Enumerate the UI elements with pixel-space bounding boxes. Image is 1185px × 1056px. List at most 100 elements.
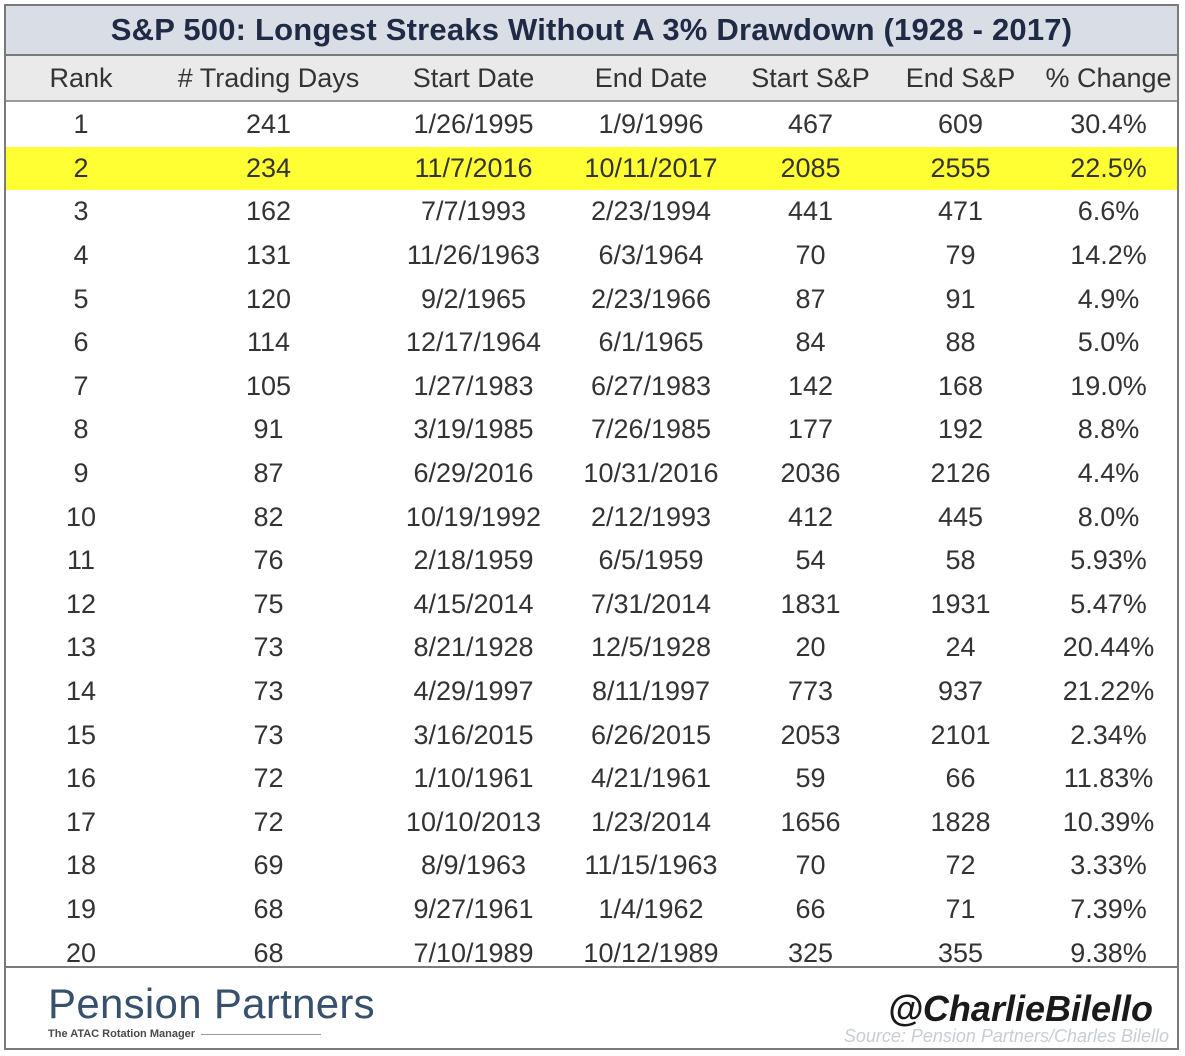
cell-rank-col: 11: [66, 545, 96, 576]
cell-end-date-col: 7/26/1985: [590, 414, 712, 445]
cell-start-sp-col: 467: [787, 109, 834, 140]
cell-end-sp-col: 609: [937, 109, 984, 140]
cell-start-date-col: 4/15/2014: [413, 588, 534, 619]
table-row: 15 73 3/16/2015 6/26/2015 2053 2101 2.34%: [6, 713, 1177, 757]
cell-end-sp-col: 471: [937, 196, 984, 227]
cell-rank-col: 15: [65, 719, 97, 750]
table-title-bar: S&P 500: Longest Streaks Without A 3% Dr…: [6, 6, 1177, 56]
cell-end-date-col: 6/1/1965: [598, 327, 704, 358]
cell-end-sp-col: 58: [945, 545, 976, 576]
cell-end-date-col: 10/12/1989: [583, 937, 719, 968]
cell-rank-col: 5: [73, 283, 89, 314]
cell-end-date-col: 2/23/1966: [590, 283, 712, 314]
cell-start-sp-col: 87: [795, 283, 826, 314]
cell-end-sp-col: 72: [945, 850, 976, 881]
cell-rank-col: 17: [65, 806, 97, 837]
cell-start-date-col: 10/19/1992: [405, 501, 542, 532]
cell-end-date-col: 2/12/1993: [590, 501, 712, 532]
cell-end-date-col: 7/31/2014: [590, 588, 712, 619]
header-start-sp-col: Start S&P: [751, 62, 870, 93]
cell-start-sp-col: 1831: [780, 588, 841, 619]
cell-end-sp-col: 2126: [930, 458, 991, 489]
cell-pct-change-col: 10.39%: [1062, 806, 1155, 837]
cell-pct-change-col: 20.44%: [1062, 632, 1155, 663]
cell-trading-days-col: 76: [253, 545, 284, 576]
table-row: 6 114 12/17/1964 6/1/1965 84 88 5.0%: [6, 321, 1177, 365]
cell-rank-col: 8: [73, 414, 89, 445]
cell-pct-change-col: 4.4%: [1077, 458, 1140, 489]
cell-rank-col: 2: [73, 152, 89, 183]
table-row: 5 120 9/2/1965 2/23/1966 87 91 4.9%: [6, 277, 1177, 321]
cell-start-sp-col: 2036: [780, 458, 841, 489]
cell-end-date-col: 12/5/1928: [590, 632, 712, 663]
cell-pct-change-col: 5.47%: [1070, 588, 1147, 619]
cell-start-sp-col: 20: [795, 632, 826, 663]
cell-start-date-col: 9/2/1965: [420, 283, 527, 314]
cell-end-sp-col: 1931: [930, 588, 991, 619]
table-row: 12 75 4/15/2014 7/31/2014 1831 1931 5.47%: [6, 583, 1177, 627]
cell-start-date-col: 10/10/2013: [405, 806, 542, 837]
cell-trading-days-col: 105: [245, 370, 292, 401]
table-row: 18 69 8/9/1963 11/15/1963 70 72 3.33%: [6, 844, 1177, 888]
cell-end-date-col: 1/9/1996: [598, 109, 704, 140]
table-row: 8 91 3/19/1985 7/26/1985 177 192 8.8%: [6, 408, 1177, 452]
cell-pct-change-col: 21.22%: [1062, 676, 1155, 707]
cell-trading-days-col: 241: [245, 109, 292, 140]
footer: Pension Partners The ATAC Rotation Manag…: [6, 966, 1177, 1050]
cell-start-sp-col: 2053: [780, 719, 841, 750]
cell-end-sp-col: 192: [937, 414, 984, 445]
cell-trading-days-col: 82: [253, 501, 284, 532]
cell-end-date-col: 10/31/2016: [583, 458, 719, 489]
cell-end-date-col: 10/11/2017: [584, 152, 718, 183]
table-row: 13 73 8/21/1928 12/5/1928 20 24 20.44%: [6, 626, 1177, 670]
cell-trading-days-col: 68: [253, 937, 284, 968]
cell-end-date-col: 6/26/2015: [590, 719, 712, 750]
header-pct-change-col: % Change: [1045, 62, 1172, 93]
cell-pct-change-col: 5.93%: [1070, 545, 1147, 576]
cell-trading-days-col: 120: [245, 283, 292, 314]
cell-trading-days-col: 75: [253, 588, 284, 619]
cell-trading-days-col: 68: [253, 894, 284, 925]
cell-start-date-col: 3/16/2015: [413, 719, 534, 750]
cell-end-date-col: 4/21/1961: [590, 763, 712, 794]
cell-end-date-col: 1/4/1962: [598, 894, 704, 925]
cell-start-date-col: 1/10/1961: [413, 763, 534, 794]
cell-trading-days-col: 91: [253, 414, 284, 445]
table-row: 16 72 1/10/1961 4/21/1961 59 66 11.83%: [6, 757, 1177, 801]
cell-end-sp-col: 91: [945, 283, 976, 314]
cell-end-sp-col: 937: [937, 676, 984, 707]
cell-start-date-col: 1/27/1983: [413, 370, 534, 401]
header-end-date-col: End Date: [594, 62, 708, 93]
cell-pct-change-col: 11.83%: [1063, 763, 1154, 794]
cell-end-date-col: 2/23/1994: [590, 196, 712, 227]
cell-rank-col: 6: [73, 327, 89, 358]
cell-rank-col: 1: [73, 109, 89, 140]
tagline-rule: [201, 1033, 322, 1035]
cell-pct-change-col: 3.33%: [1070, 850, 1147, 881]
cell-rank-col: 9: [73, 458, 89, 489]
cell-pct-change-col: 19.0%: [1070, 370, 1147, 401]
table-row: 14 73 4/29/1997 8/11/1997 773 937 21.22%: [6, 670, 1177, 714]
cell-start-date-col: 2/18/1959: [413, 545, 534, 576]
cell-end-sp-col: 2555: [930, 152, 991, 183]
cell-end-sp-col: 24: [945, 632, 976, 663]
cell-end-date-col: 6/5/1959: [598, 545, 704, 576]
table-row: 20 68 7/10/1989 10/12/1989 325 355 9.38%: [6, 931, 1177, 975]
cell-start-sp-col: 412: [787, 501, 834, 532]
cell-start-date-col: 3/19/1985: [413, 414, 534, 445]
pension-partners-logo: Pension Partners The ATAC Rotation Manag…: [48, 982, 375, 1041]
cell-start-date-col: 6/29/2016: [413, 458, 534, 489]
cell-trading-days-col: 72: [253, 806, 284, 837]
source-note: Source: Pension Partners/Charles Bilello: [843, 1026, 1169, 1046]
cell-pct-change-col: 2.34%: [1070, 719, 1147, 750]
cell-end-sp-col: 355: [937, 937, 984, 968]
table-row: 10 82 10/19/1992 2/12/1993 412 445 8.0%: [6, 495, 1177, 539]
cell-start-date-col: 8/9/1963: [420, 850, 527, 881]
cell-pct-change-col: 8.0%: [1077, 501, 1140, 532]
table-header-row: Rank # Trading Days Start Date End Date Star…: [6, 56, 1177, 102]
cell-trading-days-col: 73: [253, 676, 284, 707]
table-row: 2 234 11/7/2016 10/11/2017 2085 2555 22.5%: [6, 146, 1177, 191]
header-trading-days-col: # Trading Days: [177, 62, 360, 93]
table-row: 11 76 2/18/1959 6/5/1959 54 58 5.93%: [6, 539, 1177, 583]
cell-end-sp-col: 445: [937, 501, 984, 532]
